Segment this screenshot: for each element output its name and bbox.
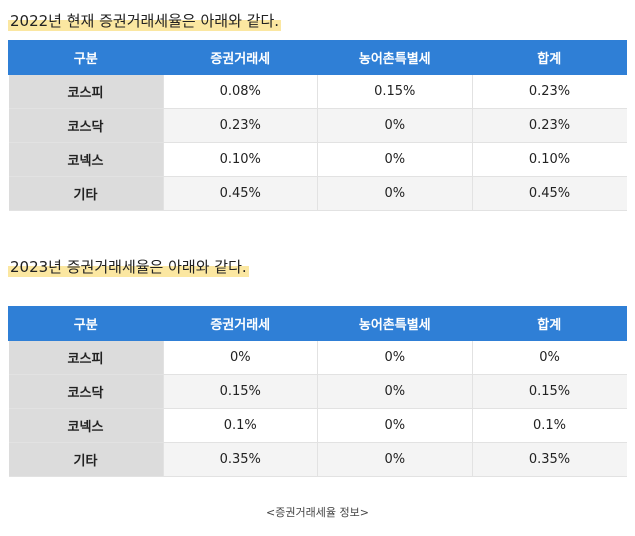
table-header-row: 구분 증권거래세 농어촌특별세 합계 [8, 40, 627, 75]
cell-rural-special-tax: 0% [317, 108, 472, 143]
header-total: 합계 [471, 306, 627, 341]
table-row: 코넥스 0.1% 0% 0.1% [8, 408, 627, 443]
tax-table-2023: 구분 증권거래세 농어촌특별세 합계 코스피 0% 0% 0% 코스닥 0.15… [8, 306, 627, 477]
row-label: 코스피 [8, 340, 163, 375]
table-row: 코넥스 0.10% 0% 0.10% [8, 142, 627, 177]
cell-total: 0.1% [471, 408, 627, 443]
header-rural-special-tax: 농어촌특별세 [317, 306, 473, 341]
header-total: 합계 [471, 40, 627, 75]
cell-transaction-tax: 0.08% [162, 74, 318, 109]
header-transaction-tax: 증권거래세 [162, 306, 318, 341]
cell-rural-special-tax: 0% [317, 142, 472, 177]
table-row: 기타 0.35% 0% 0.35% [8, 442, 627, 477]
section1-heading: 2022년 현재 증권거래세율은 아래와 같다. [8, 10, 282, 32]
cell-rural-special-tax: 0% [317, 408, 472, 443]
row-label: 코스닥 [8, 374, 163, 409]
cell-transaction-tax: 0% [162, 340, 318, 375]
table-row: 코스피 0.08% 0.15% 0.23% [8, 74, 627, 109]
tax-table-2022: 구분 증권거래세 농어촌특별세 합계 코스피 0.08% 0.15% 0.23%… [8, 40, 627, 211]
header-rural-special-tax: 농어촌특별세 [317, 40, 473, 75]
row-label: 코스닥 [8, 108, 163, 143]
cell-total: 0.10% [471, 142, 627, 177]
table-row: 코스닥 0.23% 0% 0.23% [8, 108, 627, 143]
header-category: 구분 [8, 40, 164, 75]
cell-transaction-tax: 0.15% [162, 374, 318, 409]
table-row: 기타 0.45% 0% 0.45% [8, 176, 627, 211]
cell-transaction-tax: 0.35% [162, 442, 318, 477]
table-caption: <증권거래세율 정보> [266, 506, 369, 519]
cell-transaction-tax: 0.1% [162, 408, 318, 443]
header-category: 구분 [8, 306, 164, 341]
cell-transaction-tax: 0.10% [162, 142, 318, 177]
row-label: 코넥스 [8, 408, 163, 443]
cell-rural-special-tax: 0% [317, 340, 472, 375]
cell-rural-special-tax: 0.15% [317, 74, 472, 109]
cell-total: 0.35% [471, 442, 627, 477]
table-row: 코스피 0% 0% 0% [8, 340, 627, 375]
section2-heading: 2023년 증권거래세율은 아래와 같다. [8, 256, 249, 278]
cell-rural-special-tax: 0% [317, 442, 472, 477]
cell-total: 0.45% [471, 176, 627, 211]
table-header-row: 구분 증권거래세 농어촌특별세 합계 [8, 306, 627, 341]
cell-rural-special-tax: 0% [317, 374, 472, 409]
cell-total: 0.23% [471, 108, 627, 143]
cell-total: 0.23% [471, 74, 627, 109]
cell-rural-special-tax: 0% [317, 176, 472, 211]
row-label: 코넥스 [8, 142, 163, 177]
row-label: 코스피 [8, 74, 163, 109]
row-label: 기타 [8, 176, 163, 211]
cell-transaction-tax: 0.23% [162, 108, 318, 143]
cell-transaction-tax: 0.45% [162, 176, 318, 211]
cell-total: 0.15% [471, 374, 627, 409]
cell-total: 0% [471, 340, 627, 375]
row-label: 기타 [8, 442, 163, 477]
table-row: 코스닥 0.15% 0% 0.15% [8, 374, 627, 409]
header-transaction-tax: 증권거래세 [162, 40, 318, 75]
